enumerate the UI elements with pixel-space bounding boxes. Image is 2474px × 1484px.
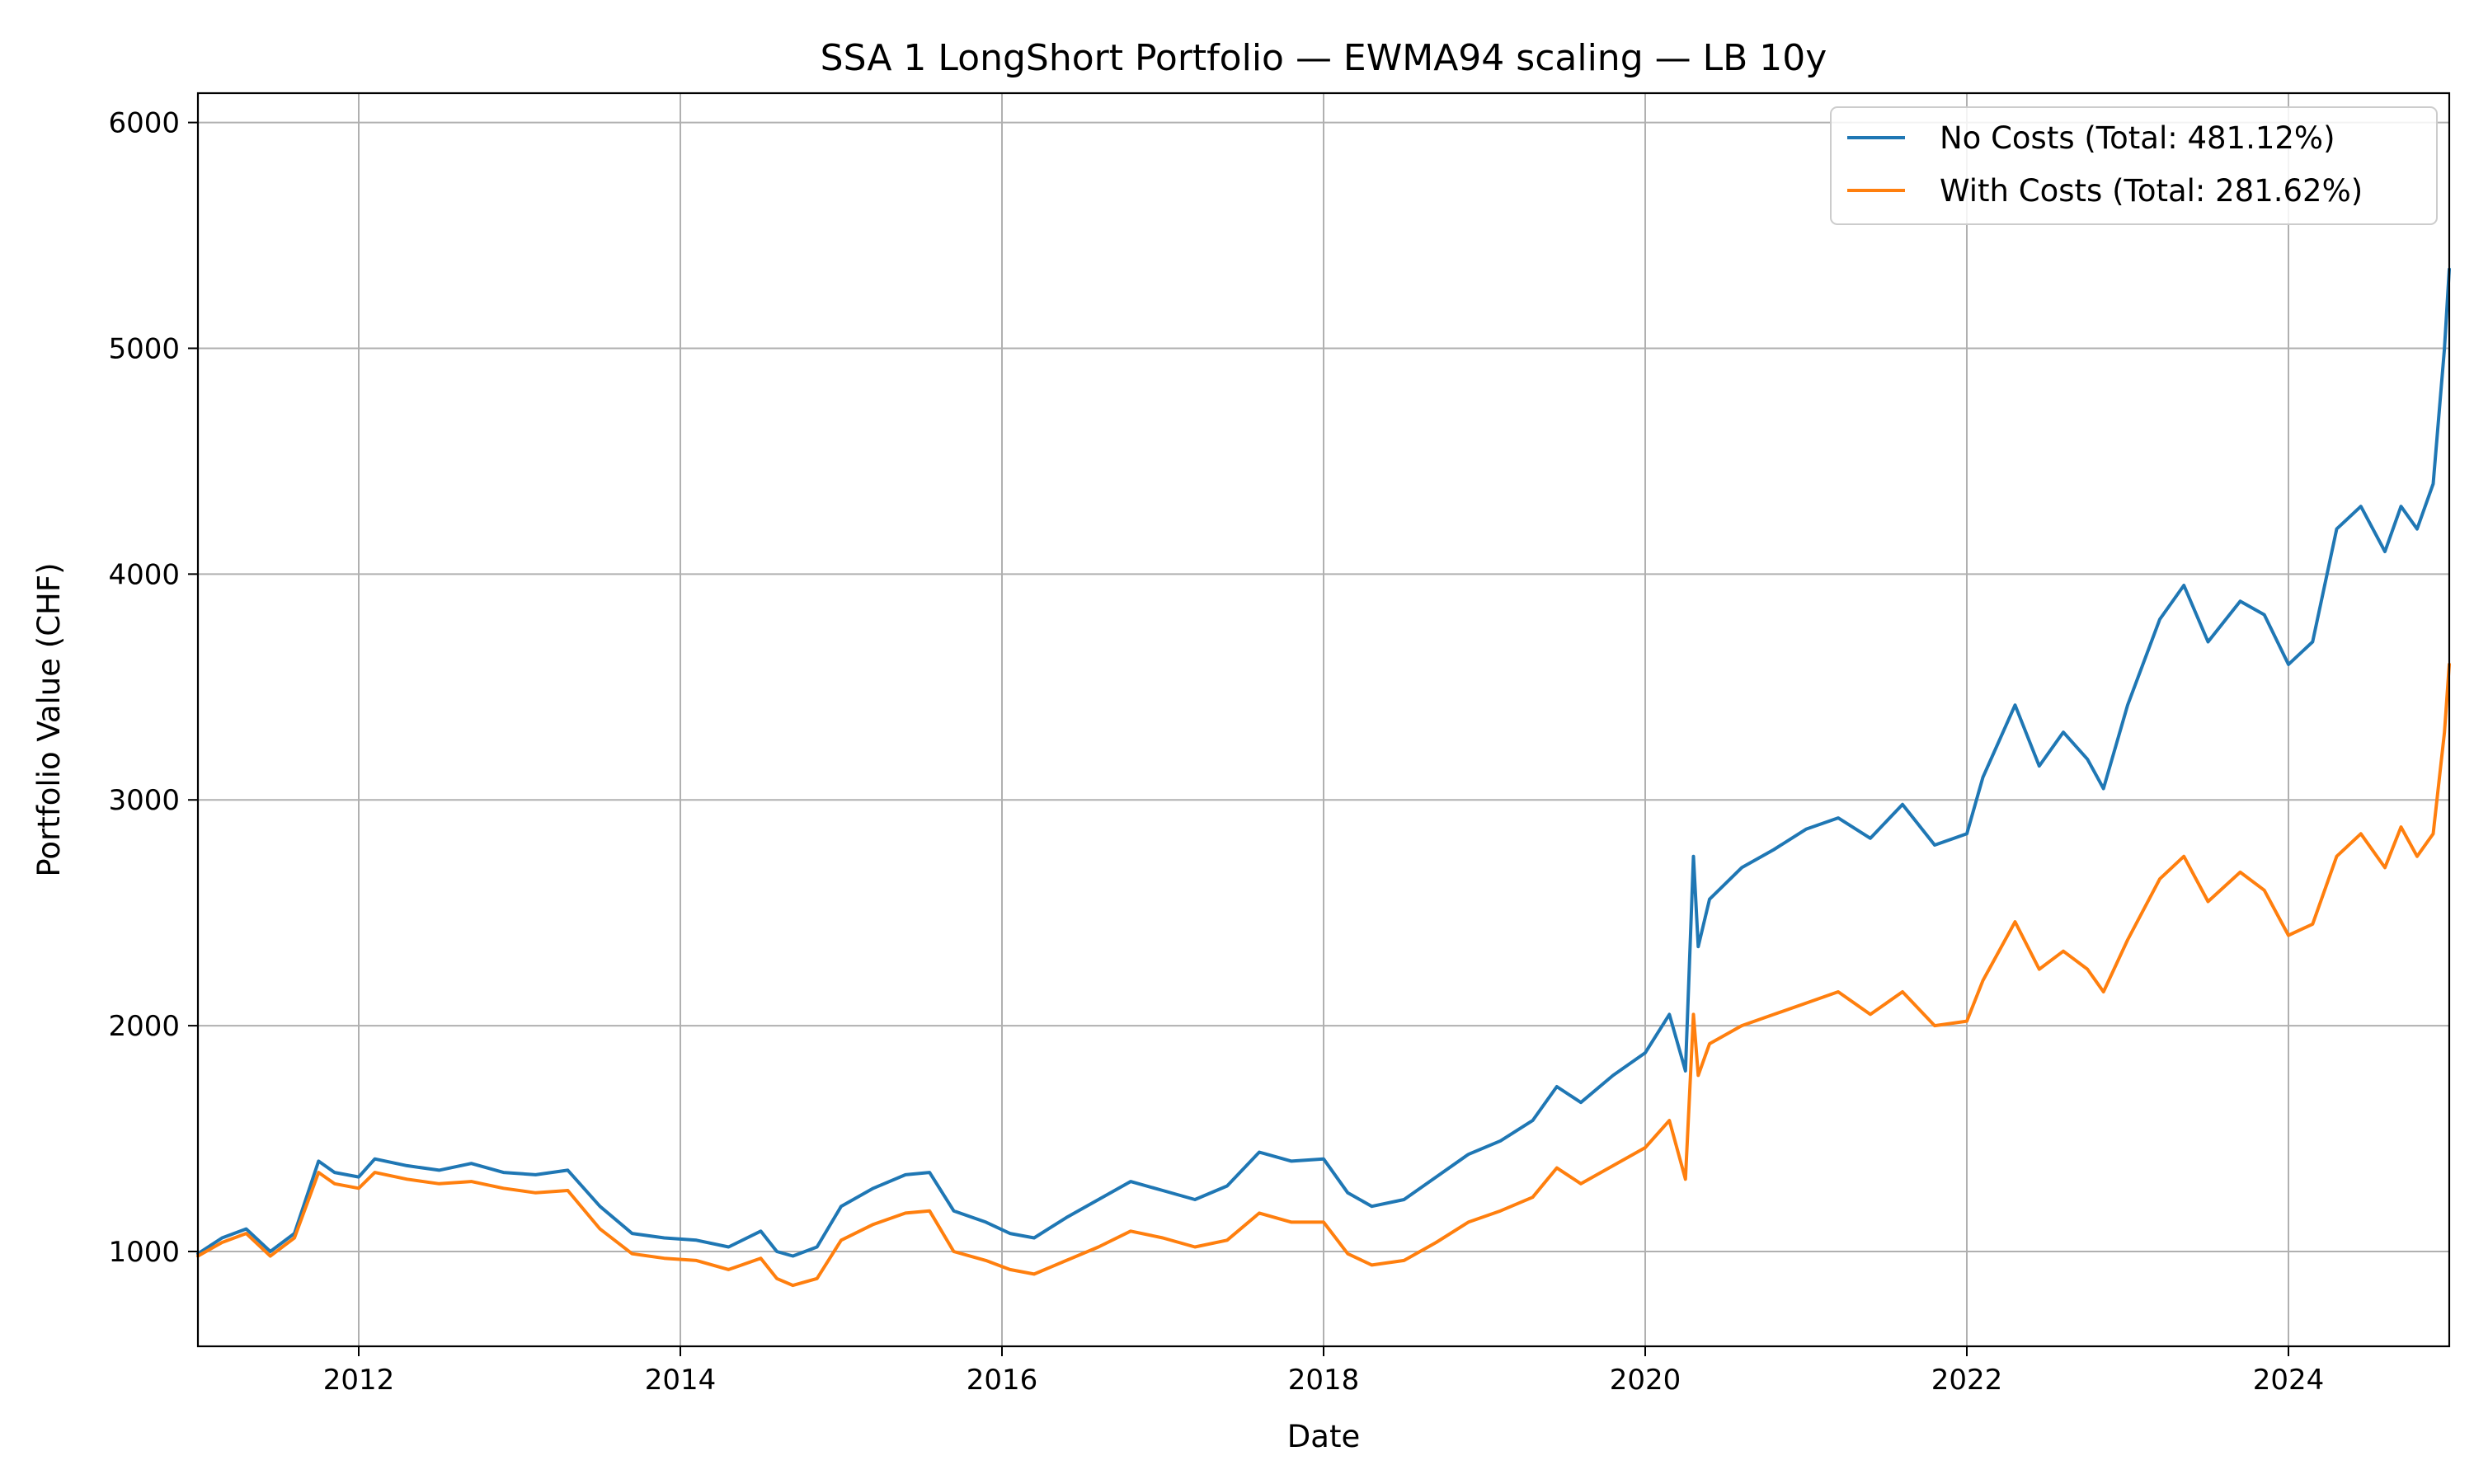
legend-box bbox=[1830, 106, 2438, 225]
y-tick-label: 5000 bbox=[108, 332, 180, 365]
x-tick-label: 2014 bbox=[645, 1364, 717, 1397]
series-layer bbox=[196, 267, 2451, 1288]
x-tick-label: 2024 bbox=[2253, 1364, 2325, 1397]
x-tick-label: 2016 bbox=[967, 1364, 1038, 1397]
y-tick-label: 2000 bbox=[108, 1010, 180, 1043]
y-tick-label: 3000 bbox=[108, 784, 180, 817]
series-line-with-costs bbox=[196, 662, 2451, 1288]
x-tick-label: 2012 bbox=[323, 1364, 395, 1397]
x-tick-label: 2018 bbox=[1288, 1364, 1360, 1397]
axis-ticks: 2012 2014 2016 2018 2020 2022 2024 1000 2000 3000… bbox=[108, 107, 2324, 1397]
x-axis-label: Date bbox=[1287, 1419, 1360, 1454]
legend-label-with-costs: With Costs (Total: 281.62%) bbox=[1940, 173, 2363, 209]
y-tick-label: 1000 bbox=[108, 1236, 180, 1269]
legend: No Costs (Total: 481.12%) With Costs (To… bbox=[1830, 106, 2438, 225]
legend-label-no-costs: No Costs (Total: 481.12%) bbox=[1940, 120, 2335, 156]
y-tick-label: 4000 bbox=[108, 558, 180, 591]
x-tick-label: 2022 bbox=[1931, 1364, 2003, 1397]
chart-title: SSA 1 LongShort Portfolio — EWMA94 scali… bbox=[821, 37, 1827, 79]
y-axis-label: Portfolio Value (CHF) bbox=[31, 562, 67, 876]
series-line-no-costs bbox=[196, 267, 2451, 1258]
x-tick-label: 2020 bbox=[1610, 1364, 1681, 1397]
grid bbox=[198, 93, 2449, 1346]
y-tick-label: 6000 bbox=[108, 107, 180, 140]
